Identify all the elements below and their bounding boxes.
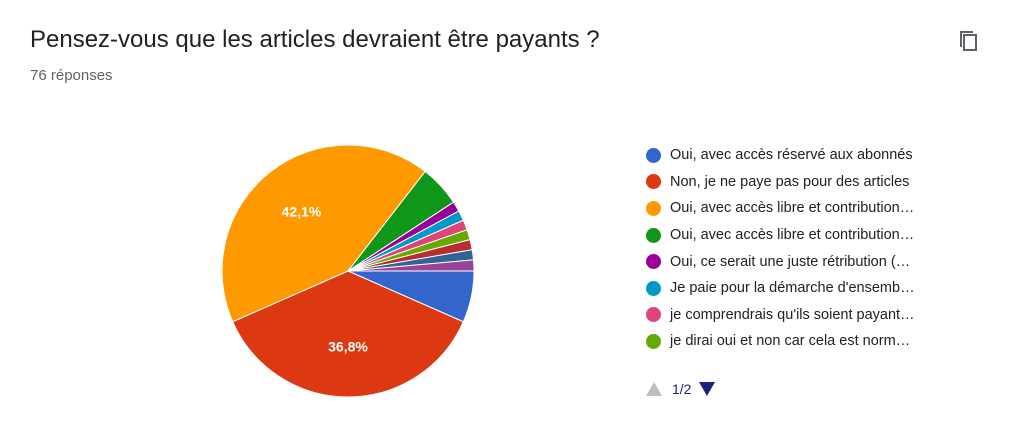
chart-title: Pensez-vous que les articles devraient ê…: [30, 26, 600, 53]
legend-label: Oui, ce serait une juste rétribution (…: [670, 253, 911, 270]
legend-swatch: [646, 280, 661, 296]
legend-label: je dirai oui et non car cela est norm…: [670, 333, 911, 350]
copy-icon[interactable]: [954, 26, 984, 56]
legend-swatch: [646, 147, 661, 163]
legend-swatch: [646, 333, 661, 349]
legend-label: Je paie pour la démarche d'ensemb…: [670, 280, 915, 297]
legend-swatch: [646, 174, 661, 190]
legend-item: je comprendrais qu'ils soient payant…: [646, 302, 915, 329]
legend-item: Je paie pour la démarche d'ensemb…: [646, 275, 915, 302]
legend-pager: 1/2: [646, 381, 716, 397]
pie-slice-2: [232, 270, 464, 398]
pie-slice-3: [221, 144, 426, 323]
slice-data-label: 42,1%: [282, 203, 322, 219]
legend-item: Oui, avec accès libre et contribution…: [646, 195, 915, 222]
legend-label: Non, je ne paye pas pour des articles: [670, 173, 910, 190]
legend-item: Oui, ce serait une juste rétribution (…: [646, 248, 915, 275]
legend-label: Oui, avec accès réservé aux abonnés: [670, 147, 913, 164]
legend-item: je dirai oui et non car cela est norm…: [646, 328, 915, 355]
pie-chart: 36,8% 42,1%: [221, 144, 475, 398]
legend-swatch: [646, 227, 661, 243]
legend-swatch: [646, 254, 661, 270]
legend-item: Oui, avec accès libre et contribution…: [646, 222, 915, 249]
legend-item: Non, je ne paye pas pour des articles: [646, 169, 915, 196]
legend-label: je comprendrais qu'ils soient payant…: [670, 306, 915, 323]
legend-swatch: [646, 200, 661, 216]
legend-label: Oui, avec accès libre et contribution…: [670, 227, 915, 244]
legend-page-indicator: 1/2: [672, 381, 692, 397]
triangle-down-icon[interactable]: [699, 382, 716, 396]
pie-slice-11: [347, 259, 475, 272]
response-count: 76 réponses: [30, 67, 113, 84]
legend-swatch: [646, 307, 661, 323]
legend-label: Oui, avec accès libre et contribution…: [670, 200, 915, 217]
triangle-up-icon[interactable]: [646, 382, 662, 396]
legend: Oui, avec accès réservé aux abonnés Non, …: [646, 142, 915, 355]
slice-data-label: 36,8%: [328, 339, 368, 355]
legend-item: Oui, avec accès réservé aux abonnés: [646, 142, 915, 169]
